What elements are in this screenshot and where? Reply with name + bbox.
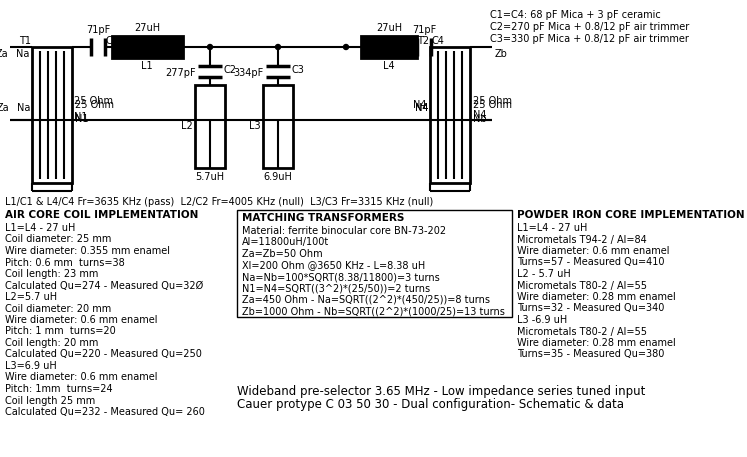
Text: C2=270 pF Mica + 0.8/12 pF air trimmer: C2=270 pF Mica + 0.8/12 pF air trimmer xyxy=(490,22,689,32)
Bar xyxy=(430,47,470,183)
Text: Coil length: 20 mm: Coil length: 20 mm xyxy=(5,338,99,348)
Text: 6.9uH: 6.9uH xyxy=(264,172,292,182)
Text: C4: C4 xyxy=(432,36,445,46)
Text: Turns=57 - Measured Qu=410: Turns=57 - Measured Qu=410 xyxy=(517,257,665,267)
Text: L3 -6.9 uH: L3 -6.9 uH xyxy=(517,315,567,325)
Text: 334pF: 334pF xyxy=(234,68,264,78)
Text: Al=11800uH/100t: Al=11800uH/100t xyxy=(242,238,329,248)
Text: C1: C1 xyxy=(106,36,119,46)
Text: Turns=32 - Measured Qu=340: Turns=32 - Measured Qu=340 xyxy=(517,303,664,314)
Text: L1=L4 - 27 uH: L1=L4 - 27 uH xyxy=(5,223,75,233)
Text: Za=Zb=50 Ohm: Za=Zb=50 Ohm xyxy=(242,249,323,259)
Text: L1/C1 & L4/C4 Fr=3635 KHz (pass)  L2/C2 Fr=4005 KHz (null)  L3/C3 Fr=3315 KHz (n: L1/C1 & L4/C4 Fr=3635 KHz (pass) L2/C2 F… xyxy=(5,197,433,207)
Text: Zb=1000 Ohm - Nb=SQRT((2^2)*(1000/25)=13 turns: Zb=1000 Ohm - Nb=SQRT((2^2)*(1000/25)=13… xyxy=(242,307,505,317)
Circle shape xyxy=(344,44,349,49)
Text: MATCHING TRANSFORMERS: MATCHING TRANSFORMERS xyxy=(242,213,404,223)
Text: Nb: Nb xyxy=(473,114,486,124)
Text: N4: N4 xyxy=(415,103,428,113)
Text: 71pF: 71pF xyxy=(86,25,110,35)
Text: Wire diameter: 0.28 mm enamel: Wire diameter: 0.28 mm enamel xyxy=(517,292,676,302)
Text: Pitch: 1mm  turns=24: Pitch: 1mm turns=24 xyxy=(5,384,113,394)
Text: L1=L4 - 27 uH: L1=L4 - 27 uH xyxy=(517,223,587,233)
Text: Wire diameter: 0.6 mm enamel: Wire diameter: 0.6 mm enamel xyxy=(5,372,158,383)
Text: Calculated Qu=274 - Measured Qu=32Ø: Calculated Qu=274 - Measured Qu=32Ø xyxy=(5,281,203,291)
Bar xyxy=(195,85,225,168)
Text: Pitch: 1 mm  turns=20: Pitch: 1 mm turns=20 xyxy=(5,326,116,336)
Text: N1=N4=SQRT((3^2)*(25/50))=2 turns: N1=N4=SQRT((3^2)*(25/50))=2 turns xyxy=(242,283,430,293)
Text: T1: T1 xyxy=(19,36,31,46)
Text: Za: Za xyxy=(0,49,8,59)
Text: N4: N4 xyxy=(414,100,427,110)
Text: 5.7uH: 5.7uH xyxy=(196,172,225,182)
Text: C3=330 pF Mica + 0.8/12 pF air trimmer: C3=330 pF Mica + 0.8/12 pF air trimmer xyxy=(490,34,689,44)
Text: Wire diameter: 0.355 mm enamel: Wire diameter: 0.355 mm enamel xyxy=(5,246,170,256)
Text: 27uH: 27uH xyxy=(134,23,160,33)
Text: 25 Ohm: 25 Ohm xyxy=(473,100,512,110)
Text: Micrometals T80-2 / Al=55: Micrometals T80-2 / Al=55 xyxy=(517,326,647,336)
Text: Na: Na xyxy=(16,103,30,113)
Bar xyxy=(263,85,293,168)
Bar xyxy=(237,210,512,317)
Bar xyxy=(112,36,183,58)
Text: L3=6.9 uH: L3=6.9 uH xyxy=(5,361,57,371)
Text: Wire diameter: 0.6 mm enamel: Wire diameter: 0.6 mm enamel xyxy=(517,246,669,256)
Text: L4: L4 xyxy=(383,61,395,71)
Text: Na: Na xyxy=(16,49,29,59)
Text: 277pF: 277pF xyxy=(165,68,196,78)
Circle shape xyxy=(276,44,281,49)
Text: L2 - 5.7 uH: L2 - 5.7 uH xyxy=(517,269,571,279)
Text: Wideband pre-selector 3.65 MHz - Low impedance series tuned input: Wideband pre-selector 3.65 MHz - Low imp… xyxy=(237,385,645,398)
Text: Xl=200 Ohm @3650 KHz - L=8.38 uH: Xl=200 Ohm @3650 KHz - L=8.38 uH xyxy=(242,260,425,271)
Text: Micrometals T80-2 / Al=55: Micrometals T80-2 / Al=55 xyxy=(517,281,647,291)
Text: Cauer protype C 03 50 30 - Dual configuration- Schematic & data: Cauer protype C 03 50 30 - Dual configur… xyxy=(237,398,624,411)
Text: L2: L2 xyxy=(182,121,193,131)
Text: Coil length 25 mm: Coil length 25 mm xyxy=(5,395,96,405)
Text: Calculated Qu=220 - Measured Qu=250: Calculated Qu=220 - Measured Qu=250 xyxy=(5,350,202,360)
Text: Za=450 Ohm - Na=SQRT((2^2)*(450/25))=8 turns: Za=450 Ohm - Na=SQRT((2^2)*(450/25))=8 t… xyxy=(242,295,490,305)
Text: Za: Za xyxy=(0,103,9,113)
Text: C1=C4: 68 pF Mica + 3 pF ceramic: C1=C4: 68 pF Mica + 3 pF ceramic xyxy=(490,10,661,20)
Text: Micrometals T94-2 / Al=84: Micrometals T94-2 / Al=84 xyxy=(517,234,647,244)
Text: AIR CORE COIL IMPLEMENTATION: AIR CORE COIL IMPLEMENTATION xyxy=(5,210,199,220)
Text: Coil diameter: 25 mm: Coil diameter: 25 mm xyxy=(5,234,111,244)
Text: N4: N4 xyxy=(473,110,486,120)
Text: 71pF: 71pF xyxy=(412,25,436,35)
Text: Coil diameter: 20 mm: Coil diameter: 20 mm xyxy=(5,303,111,314)
Text: 25 Ohm: 25 Ohm xyxy=(74,96,113,106)
Text: T2: T2 xyxy=(417,36,429,46)
Text: Material: ferrite binocular core BN-73-202: Material: ferrite binocular core BN-73-2… xyxy=(242,226,446,236)
Text: Calculated Qu=232 - Measured Qu= 260: Calculated Qu=232 - Measured Qu= 260 xyxy=(5,407,205,417)
Text: 27uH: 27uH xyxy=(376,23,402,33)
Text: N4: N4 xyxy=(415,103,428,113)
Text: N1: N1 xyxy=(75,114,88,124)
Bar xyxy=(32,47,72,183)
Text: 25 Ohm: 25 Ohm xyxy=(75,100,114,110)
Text: C3: C3 xyxy=(291,65,304,75)
Text: Wire diameter: 0.28 mm enamel: Wire diameter: 0.28 mm enamel xyxy=(517,338,676,348)
Circle shape xyxy=(208,44,212,49)
Text: L3: L3 xyxy=(249,121,261,131)
Text: Zb: Zb xyxy=(495,49,508,59)
Text: Coil length: 23 mm: Coil length: 23 mm xyxy=(5,269,99,279)
Text: Pitch: 0.6 mm  turns=38: Pitch: 0.6 mm turns=38 xyxy=(5,257,125,267)
Text: Na=Nb=100*SQRT(8.38/11800)=3 turns: Na=Nb=100*SQRT(8.38/11800)=3 turns xyxy=(242,272,440,282)
Text: N1: N1 xyxy=(74,112,87,122)
Text: POWDER IRON CORE IMPLEMENTATION: POWDER IRON CORE IMPLEMENTATION xyxy=(517,210,745,220)
Text: C2: C2 xyxy=(223,65,236,75)
Text: L2=5.7 uH: L2=5.7 uH xyxy=(5,292,57,302)
Bar xyxy=(361,36,417,58)
Text: 25 Ohm: 25 Ohm xyxy=(473,96,512,106)
Text: Turns=35 - Measured Qu=380: Turns=35 - Measured Qu=380 xyxy=(517,350,664,360)
Text: L1: L1 xyxy=(141,61,153,71)
Text: Wire diameter: 0.6 mm enamel: Wire diameter: 0.6 mm enamel xyxy=(5,315,158,325)
